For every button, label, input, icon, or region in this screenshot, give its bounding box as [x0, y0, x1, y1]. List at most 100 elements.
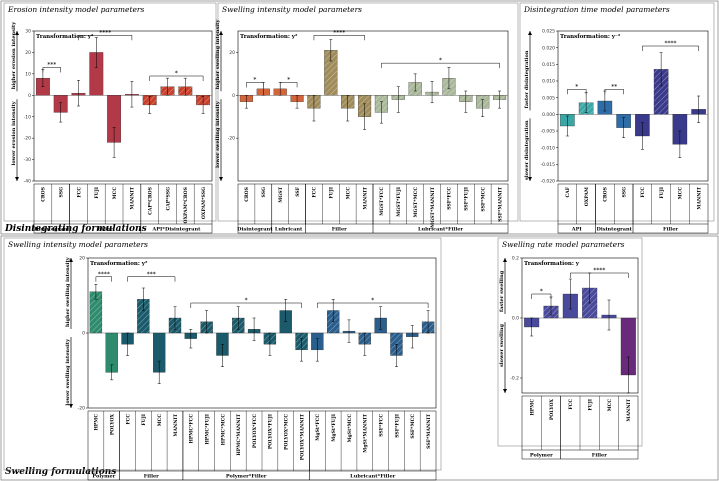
- bottom-section-title: Swelling formulations: [5, 467, 116, 477]
- down-arrow-head: [528, 177, 532, 181]
- category-label: FCC: [312, 187, 318, 198]
- category-label: MCC: [345, 187, 351, 200]
- y-tick-label: 0.000: [542, 112, 555, 118]
- category-label: POLYOX: [549, 399, 555, 421]
- category-label: FUJI: [329, 187, 335, 199]
- y-label-down: lower swelling intensity: [215, 100, 221, 168]
- category-label: SSF*MANNIT: [497, 186, 503, 221]
- category-label: FCC: [76, 187, 82, 198]
- bar-hatch: [137, 299, 150, 333]
- y-label-up: higher erosion intensity: [11, 21, 17, 89]
- chart-title: Swelling intensity model parameters: [222, 5, 362, 14]
- category-label: MCC: [678, 187, 684, 200]
- category-label: CAF: [565, 186, 571, 197]
- y-tick-label: 0.010: [542, 79, 555, 85]
- category-label: FUJI: [587, 399, 593, 411]
- category-label: MGST*MCC: [413, 187, 419, 218]
- group-label: Polymer: [530, 453, 553, 459]
- chart-swelling-rate: Swelling rate model parameters Transforma…: [497, 237, 643, 460]
- category-label: HPMC: [94, 414, 100, 431]
- up-arrow-head: [219, 31, 223, 35]
- y-tick-label: 20: [25, 50, 31, 56]
- group-label: Filler: [592, 453, 607, 459]
- y-tick-label: 0: [232, 93, 235, 99]
- y-label-up: faster swelling: [499, 270, 505, 312]
- category-label: SSF*FCC: [378, 414, 384, 437]
- category-label: POLYOX: [110, 414, 116, 436]
- group-label: Filler: [144, 474, 159, 480]
- category-label: MGST*MANNIT: [430, 186, 436, 227]
- category-label: SSF*FCC: [447, 187, 453, 210]
- chart-swelling-int-bottom: Swelling intensity model parameters Trans…: [3, 237, 442, 481]
- category-label: FUJI: [141, 414, 147, 426]
- chart-frame: [3, 2, 217, 222]
- category-label: HPMC*FUJI: [204, 414, 210, 445]
- group-label: Filler: [332, 227, 347, 233]
- category-label: POLYOX*MCC: [284, 414, 290, 450]
- category-label: SSF*FUJI: [464, 187, 470, 211]
- significance-label: ***: [47, 61, 56, 68]
- bar-hatch: [324, 50, 338, 96]
- significance-label: *: [253, 76, 256, 83]
- y-tick-label: 0.005: [542, 95, 555, 101]
- category-label: SSF: [295, 186, 301, 197]
- group-label: Lubricant: [275, 227, 303, 233]
- plot-area: [237, 30, 509, 182]
- chart-title: Swelling intensity model parameters: [8, 240, 148, 249]
- y-tick-label: 0: [28, 93, 31, 99]
- y-label-down: lower erosion intensity: [11, 100, 17, 165]
- y-tick-label: -0.2: [510, 376, 519, 382]
- transformation-label: Transformation: y²: [90, 260, 148, 267]
- category-label: MCC: [157, 414, 163, 427]
- significance-bracket: [246, 82, 264, 88]
- category-label: HPMC*MCC: [220, 414, 226, 446]
- category-label: MgSt*FUJI: [331, 414, 337, 442]
- significance-bracket: [42, 67, 61, 73]
- chart-disintegration-time: Disintegration time model parameters Tran…: [519, 2, 715, 234]
- y-tick-label: -20: [24, 136, 31, 142]
- category-label: FUJI: [659, 187, 665, 199]
- category-label: FCC: [640, 187, 646, 198]
- group-label: Lubricant*Filler: [350, 474, 395, 480]
- chart-swelling-int-top: Swelling intensity model parameters Trans…: [215, 2, 519, 234]
- category-label: MANNIT: [130, 186, 136, 209]
- category-label: FCC: [125, 414, 131, 425]
- plot-area: [33, 30, 213, 182]
- significance-bracket: [279, 82, 298, 88]
- category-label: MANNIT: [362, 186, 368, 209]
- y-tick-label: -0.010: [540, 145, 555, 151]
- plot-area: [557, 30, 709, 182]
- group-label: API: [571, 227, 583, 233]
- category-label: MANNIT: [173, 413, 179, 436]
- y-label-up: higher swelling intensity: [65, 256, 71, 327]
- category-label: SSG: [261, 187, 267, 198]
- transformation-label: Transformation: y⁻²: [560, 33, 621, 40]
- bar-hatch: [89, 291, 102, 333]
- significance-bracket: [317, 302, 429, 308]
- significance-label: *: [575, 83, 578, 90]
- y-tick-label: 0.025: [542, 29, 555, 35]
- category-label: MANNIT: [696, 186, 702, 209]
- y-tick-label: -10: [24, 114, 31, 120]
- chart-title: Erosion intensity model parameters: [7, 5, 145, 14]
- significance-label: *: [371, 297, 374, 304]
- significance-label: ****: [665, 40, 677, 47]
- significance-bracket: [78, 35, 133, 41]
- y-label-down: lower swelling intensity: [65, 338, 71, 406]
- significance-bracket: [567, 89, 587, 95]
- group-label: Filler: [663, 227, 678, 233]
- significance-label: ****: [99, 29, 111, 36]
- plot-area: [521, 257, 639, 394]
- category-label: MgSt*MCC: [347, 414, 353, 443]
- transformation-label: Transformation: y²: [36, 33, 94, 40]
- group-label: Disintegrant: [237, 227, 273, 233]
- category-label: SSF*MCC: [410, 414, 416, 439]
- significance-bracket: [531, 293, 552, 299]
- top-section-frame: [0, 0, 719, 235]
- y-tick-label: 0.2: [512, 256, 519, 262]
- y-label-down: slower swelling: [499, 324, 505, 368]
- category-label: MCC: [112, 187, 118, 200]
- group-label: Polymer: [92, 474, 115, 480]
- category-label: HPMC*FCC: [189, 414, 195, 444]
